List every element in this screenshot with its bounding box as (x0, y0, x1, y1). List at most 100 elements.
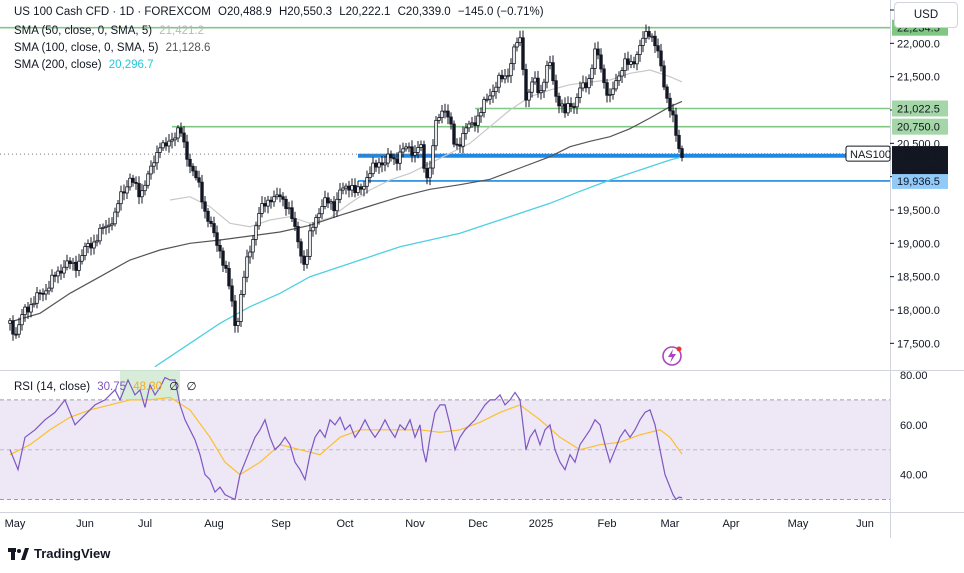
candle-down[interactable] (410, 146, 414, 156)
sma100-legend[interactable]: SMA (100, close, 0, SMA, 5) 21,128.6 (14, 42, 214, 54)
candle-down[interactable] (392, 157, 396, 160)
candle-up[interactable] (176, 127, 180, 139)
candle-down[interactable] (656, 45, 660, 52)
candle-down[interactable] (602, 68, 606, 84)
candle-up[interactable] (113, 211, 117, 225)
candle-up[interactable] (635, 54, 639, 65)
candle-down[interactable] (164, 142, 168, 147)
candle-up[interactable] (125, 186, 129, 194)
candle-down[interactable] (551, 62, 555, 82)
candle-down[interactable] (524, 69, 528, 101)
sma200-legend[interactable]: SMA (200, close) 20,296.7 (14, 59, 158, 71)
candle-up[interactable] (317, 213, 321, 218)
candle-down[interactable] (599, 54, 603, 70)
candle-up[interactable] (257, 213, 261, 227)
candle-down[interactable] (680, 148, 684, 158)
candle-down[interactable] (263, 203, 267, 207)
candle-down[interactable] (389, 153, 393, 159)
candle-up[interactable] (404, 146, 408, 150)
candle-up[interactable] (338, 189, 342, 200)
candle-down[interactable] (521, 37, 525, 70)
candle-up[interactable] (311, 226, 315, 232)
candle-up[interactable] (443, 110, 447, 113)
candle-up[interactable] (509, 63, 513, 77)
candle-down[interactable] (122, 191, 126, 194)
candle-down[interactable] (74, 261, 78, 271)
candle-up[interactable] (128, 177, 132, 188)
candle-up[interactable] (173, 137, 177, 141)
candle-up[interactable] (143, 184, 147, 192)
candle-up[interactable] (23, 306, 27, 316)
candle-up[interactable] (623, 58, 627, 71)
candle-up[interactable] (479, 112, 483, 117)
candle-up[interactable] (71, 261, 75, 264)
candle-up[interactable] (413, 152, 417, 156)
candle-up[interactable] (368, 173, 372, 178)
candle-up[interactable] (485, 98, 489, 101)
candle-up[interactable] (578, 87, 582, 98)
candle-down[interactable] (38, 292, 42, 295)
candle-down[interactable] (278, 194, 282, 198)
candle-down[interactable] (68, 260, 72, 264)
candle-up[interactable] (407, 146, 411, 149)
candle-down[interactable] (212, 223, 216, 234)
candle-up[interactable] (362, 185, 366, 190)
candle-up[interactable] (83, 246, 87, 256)
candle-down[interactable] (269, 199, 273, 203)
candle-up[interactable] (98, 227, 102, 242)
candle-down[interactable] (536, 77, 540, 94)
candle-up[interactable] (254, 225, 258, 240)
candle-down[interactable] (14, 333, 18, 336)
candle-down[interactable] (11, 320, 15, 335)
candle-down[interactable] (302, 255, 306, 265)
candle-up[interactable] (488, 95, 492, 100)
candle-down[interactable] (665, 86, 669, 99)
candle-up[interactable] (17, 324, 21, 335)
candle-down[interactable] (179, 127, 183, 134)
candle-down[interactable] (572, 106, 576, 108)
candle-down[interactable] (458, 144, 462, 147)
candle-up[interactable] (95, 240, 99, 243)
candle-up[interactable] (248, 251, 252, 258)
candle-up[interactable] (437, 117, 441, 121)
candle-up[interactable] (434, 119, 438, 147)
candle-down[interactable] (203, 201, 207, 212)
candle-up[interactable] (86, 243, 90, 247)
candle-up[interactable] (167, 140, 171, 147)
candle-up[interactable] (593, 48, 597, 69)
candle-down[interactable] (188, 158, 192, 167)
candle-up[interactable] (350, 185, 354, 191)
candle-up[interactable] (146, 173, 150, 186)
candle-up[interactable] (260, 203, 264, 214)
candle-down[interactable] (215, 232, 219, 246)
candle-up[interactable] (170, 139, 174, 142)
flash-icon[interactable] (662, 346, 682, 366)
candle-down[interactable] (563, 103, 567, 114)
candle-up[interactable] (503, 75, 507, 80)
candle-down[interactable] (425, 167, 429, 179)
candle-down[interactable] (668, 97, 672, 112)
candle-down[interactable] (653, 35, 657, 47)
candle-up[interactable] (533, 77, 537, 83)
candle-down[interactable] (374, 162, 378, 168)
candle-down[interactable] (395, 158, 399, 164)
sma50-legend[interactable]: SMA (50, close, 0, SMA, 5) 21,421.2 (14, 25, 208, 37)
candle-up[interactable] (242, 276, 246, 295)
candle-down[interactable] (293, 218, 297, 227)
candle-up[interactable] (494, 86, 498, 93)
candle-down[interactable] (185, 141, 189, 160)
candle-up[interactable] (371, 162, 375, 175)
candle-down[interactable] (134, 181, 138, 184)
symbol-description[interactable]: US 100 Cash CFD · 1D · FOREXCOM (14, 6, 211, 18)
candle-up[interactable] (149, 165, 153, 175)
candle-down[interactable] (197, 177, 201, 183)
candle-up[interactable] (416, 147, 420, 153)
candle-down[interactable] (206, 210, 210, 222)
candle-up[interactable] (575, 97, 579, 108)
candle-up[interactable] (77, 260, 81, 271)
candle-up[interactable] (236, 321, 240, 326)
candle-down[interactable] (674, 114, 678, 136)
candle-up[interactable] (251, 238, 255, 253)
candle-up[interactable] (629, 61, 633, 65)
